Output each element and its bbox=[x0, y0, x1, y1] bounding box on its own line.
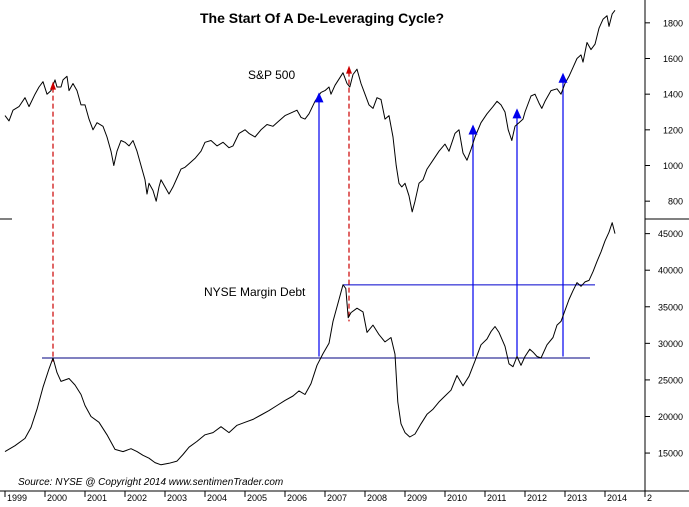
margin-debt-label: NYSE Margin Debt bbox=[204, 285, 306, 299]
arrow-marker-0 bbox=[50, 81, 56, 90]
source-note: Source: NYSE @ Copyright 2014 www.sentim… bbox=[18, 477, 283, 488]
y-tick-label-0-800: 800 bbox=[668, 197, 683, 207]
arrow-marker-3 bbox=[468, 124, 478, 135]
x-tick-label-2005: 2005 bbox=[247, 493, 267, 503]
margin-debt-line bbox=[4, 222, 616, 466]
y-tick-label-0-1600: 1600 bbox=[663, 54, 683, 64]
x-tick-label-2006: 2006 bbox=[287, 493, 307, 503]
x-tick-label-2002: 2002 bbox=[127, 493, 147, 503]
axes-layer: 800 1000 1200 1400 1600 1800 15000 20000 25000 30… bbox=[4, 18, 683, 503]
x-tick-label-2004: 2004 bbox=[207, 493, 227, 503]
sp500-line bbox=[4, 9, 616, 213]
y-tick-label-0-1400: 1400 bbox=[663, 90, 683, 100]
x-tick-label-1999: 1999 bbox=[7, 493, 27, 503]
y-tick-label-0-1800: 1800 bbox=[663, 18, 683, 28]
x-tick-label-2001: 2001 bbox=[87, 493, 107, 503]
series-layer bbox=[4, 9, 616, 466]
x-tick-label-2014: 2014 bbox=[607, 493, 627, 503]
y-tick-label-1-25000: 25000 bbox=[658, 375, 683, 385]
sp500-label: S&P 500 bbox=[248, 68, 295, 82]
y-tick-label-1-45000: 45000 bbox=[658, 229, 683, 239]
arrow-marker-1 bbox=[314, 92, 324, 103]
guide-layer bbox=[42, 71, 595, 362]
y-tick-label-1-40000: 40000 bbox=[658, 266, 683, 276]
arrow-marker-4 bbox=[512, 108, 522, 119]
y-tick-label-1-15000: 15000 bbox=[658, 449, 683, 459]
arrow-marker-5 bbox=[558, 72, 568, 83]
marker-layer bbox=[50, 65, 568, 135]
chart-title: The Start Of A De-Leveraging Cycle? bbox=[200, 10, 444, 26]
arrow-marker-2 bbox=[346, 65, 352, 74]
y-tick-label-1-20000: 20000 bbox=[658, 412, 683, 422]
x-tick-label-2: 2 bbox=[647, 493, 652, 503]
x-tick-label-2011: 2011 bbox=[487, 493, 506, 503]
x-tick-label-2003: 2003 bbox=[167, 493, 187, 503]
x-tick-label-2013: 2013 bbox=[567, 493, 587, 503]
x-tick-label-2008: 2008 bbox=[367, 493, 387, 503]
y-tick-label-0-1200: 1200 bbox=[663, 125, 683, 135]
y-tick-label-1-30000: 30000 bbox=[658, 339, 683, 349]
x-tick-label-2007: 2007 bbox=[327, 493, 347, 503]
x-tick-label-2010: 2010 bbox=[447, 493, 467, 503]
y-tick-label-0-1000: 1000 bbox=[663, 161, 683, 171]
x-tick-label-2012: 2012 bbox=[527, 493, 547, 503]
y-tick-label-1-35000: 35000 bbox=[658, 302, 683, 312]
x-tick-label-2009: 2009 bbox=[407, 493, 427, 503]
frame-layer bbox=[0, 0, 689, 492]
x-tick-label-2000: 2000 bbox=[47, 493, 67, 503]
